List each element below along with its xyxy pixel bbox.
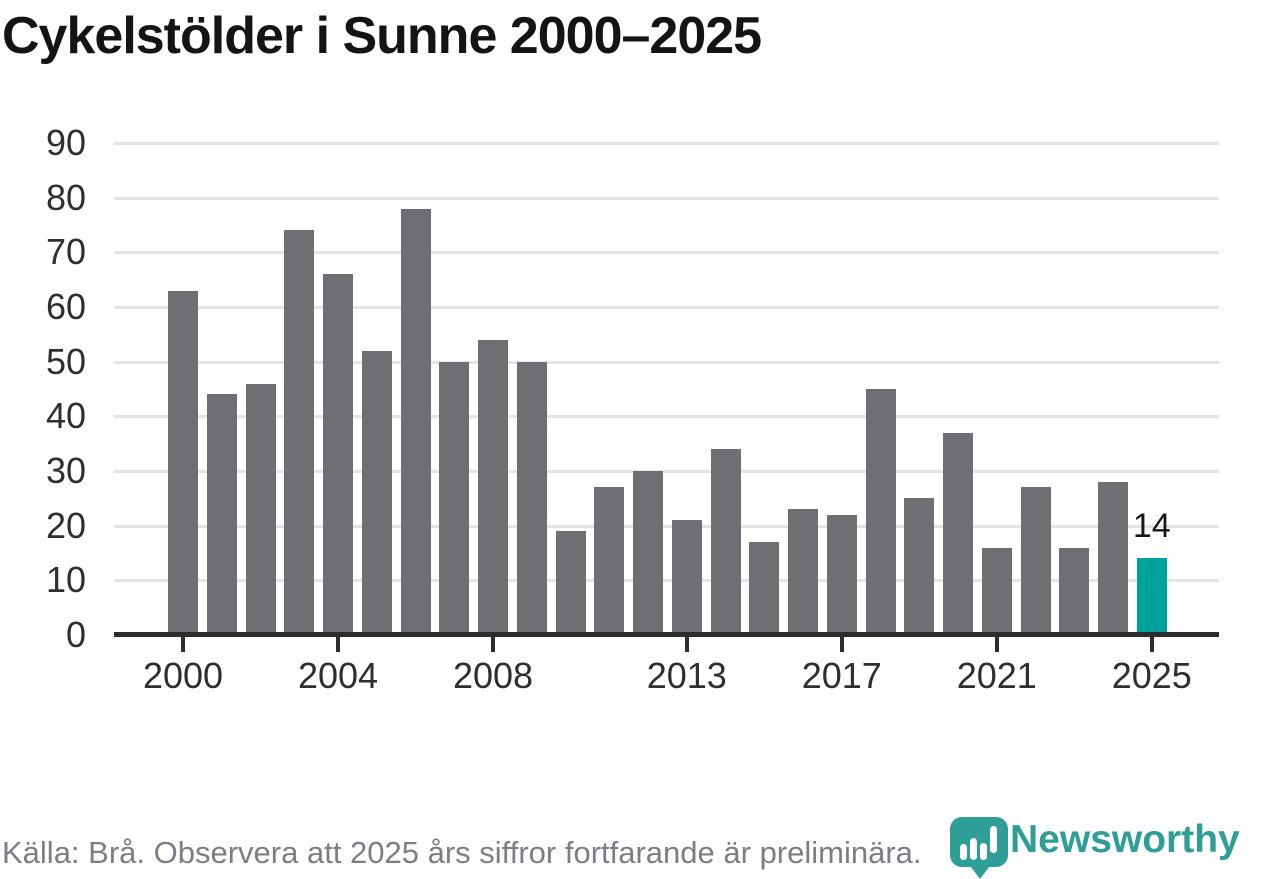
gridline-y-80 (114, 196, 1219, 200)
gridline-y-20 (114, 524, 1219, 528)
x-axis-tick-2013 (684, 637, 689, 652)
y-axis-tick-label: 30 (45, 450, 86, 491)
bar-2002 (245, 383, 276, 635)
bar-2006 (400, 208, 431, 635)
gridline-y-40 (114, 415, 1219, 419)
x-axis-line (114, 632, 1219, 637)
x-axis-tick-label: 2013 (646, 655, 727, 696)
newsworthy-pin-barchart-icon (950, 817, 1008, 879)
y-axis-tick-label: 20 (45, 504, 86, 546)
y-axis-tick-label: 40 (45, 395, 86, 437)
bar-2015 (749, 542, 780, 635)
bar-2020 (943, 432, 973, 635)
bar-2023 (1059, 547, 1090, 635)
newsworthy-logo-text: Newsworthy (1010, 818, 1240, 861)
bar-2014 (710, 449, 741, 635)
bar-2007 (439, 361, 470, 635)
gridline-y-10 (114, 579, 1219, 583)
bar-2016 (788, 509, 818, 635)
y-axis-tick-label: 80 (45, 176, 86, 218)
bar-2008 (478, 339, 508, 635)
highlight-value-label: 14 (1132, 507, 1171, 546)
bar-2019 (904, 498, 935, 635)
bar-2011 (594, 487, 625, 635)
y-axis-tick-label: 90 (45, 122, 86, 163)
bar-2022 (1020, 487, 1051, 635)
x-axis-tick-label: 2008 (452, 655, 534, 696)
bar-2024 (1098, 481, 1128, 635)
x-axis-tick-label: 2025 (1111, 655, 1192, 696)
gridline-y-60 (114, 306, 1219, 309)
bar-2017 (826, 514, 857, 635)
x-axis-tick-label: 2017 (801, 655, 882, 696)
x-axis-tick-2021 (994, 637, 999, 652)
gridline-y-90 (114, 142, 1219, 145)
x-axis-tick-2025 (1149, 637, 1154, 652)
bar-2010 (555, 531, 586, 635)
bar-2025 (1136, 558, 1167, 635)
bar-2018 (865, 389, 896, 635)
y-axis-tick-label: 70 (45, 231, 86, 273)
y-axis-tick-label: 60 (45, 286, 86, 327)
y-axis-tick-label: 50 (45, 340, 86, 382)
bar-2005 (361, 350, 392, 635)
bar-2001 (206, 394, 237, 635)
x-axis-tick-label: 2004 (297, 655, 379, 696)
bar-2012 (633, 471, 663, 635)
bar-2013 (671, 520, 702, 635)
gridline-y-70 (114, 251, 1219, 255)
chart-title: Cykelstölder i Sunne 2000–2025 (2, 7, 762, 65)
y-axis-tick-label: 0 (65, 614, 86, 655)
bar-2003 (284, 230, 315, 635)
x-axis-tick-label: 2021 (956, 655, 1037, 696)
x-axis-tick-2000 (181, 637, 185, 652)
gridline-y-30 (114, 470, 1219, 473)
x-axis-tick-2004 (336, 637, 340, 652)
gridline-y-50 (114, 360, 1219, 364)
bar-2004 (323, 274, 353, 635)
x-axis-tick-label: 2000 (142, 655, 224, 696)
y-axis-tick-label: 10 (45, 559, 86, 601)
source-note: Källa: Brå. Observera att 2025 års siffr… (2, 835, 922, 870)
bar-2021 (981, 547, 1012, 635)
x-axis-tick-2008 (491, 637, 495, 652)
bar-2000 (168, 290, 198, 635)
x-axis-tick-2017 (839, 637, 844, 652)
bar-2009 (516, 361, 547, 635)
